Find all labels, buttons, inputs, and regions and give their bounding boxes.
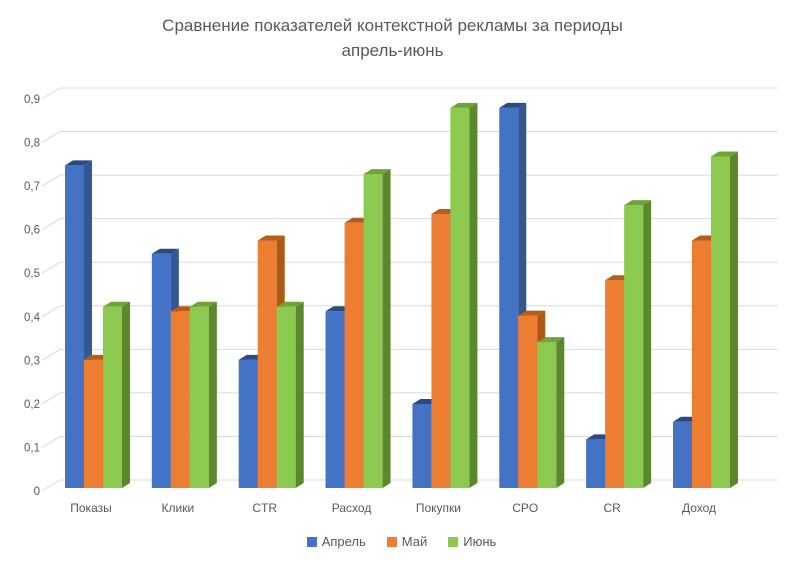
bar-face-top bbox=[710, 151, 738, 157]
gridline-depth-tick bbox=[41, 261, 61, 274]
legend-item-may[interactable]: Май bbox=[386, 534, 428, 549]
y-axis-tick-label: 0,2 bbox=[24, 399, 40, 411]
legend-swatch-june bbox=[448, 536, 459, 547]
gridline-depth-tick bbox=[41, 218, 61, 231]
bar-face-side bbox=[556, 337, 565, 488]
bar-face-top bbox=[151, 248, 179, 254]
bar-face-front bbox=[412, 404, 432, 488]
gridline-depth-tick bbox=[41, 436, 61, 448]
bar-face-front bbox=[605, 280, 625, 488]
gridline-depth-tick bbox=[41, 479, 61, 492]
gridline-depth-tick bbox=[41, 348, 61, 361]
bar-face-front bbox=[325, 311, 345, 488]
chart-title-line2: апрель-июнь bbox=[341, 41, 444, 60]
gridline-depth-tick bbox=[41, 305, 61, 318]
legend: Апрель Май Июнь bbox=[0, 534, 785, 549]
y-axis-tick-label: 0,9 bbox=[24, 94, 40, 106]
bar-face-front bbox=[499, 107, 519, 488]
bar-face-top bbox=[363, 169, 391, 175]
bar-face-top bbox=[103, 301, 130, 307]
x-axis-category-label: Покупки bbox=[416, 501, 461, 515]
bar-face-front bbox=[450, 107, 470, 488]
bar-face-front bbox=[189, 306, 209, 488]
bar-face-top bbox=[276, 301, 304, 307]
legend-label-june: Июнь bbox=[463, 534, 497, 549]
x-axis-category-label: Расход bbox=[332, 501, 372, 515]
bar[interactable] bbox=[276, 301, 304, 488]
x-axis-category-label: CR bbox=[603, 501, 621, 515]
bar-face-side bbox=[295, 301, 304, 488]
bar-face-top bbox=[257, 235, 285, 241]
y-axis-tick-label: 0,4 bbox=[24, 312, 41, 324]
bar-face-front bbox=[431, 213, 451, 488]
bar-face-front bbox=[537, 342, 557, 488]
bar-face-front bbox=[170, 311, 190, 488]
bar-face-top bbox=[65, 160, 92, 166]
bar-face-front bbox=[65, 165, 84, 488]
legend-swatch-may bbox=[386, 536, 397, 547]
bar-face-front bbox=[586, 439, 606, 488]
bar-face-top bbox=[450, 102, 478, 108]
bar-face-front bbox=[710, 156, 730, 488]
bar-face-top bbox=[537, 337, 565, 343]
bar[interactable] bbox=[450, 102, 478, 488]
bar-face-front bbox=[238, 359, 258, 488]
y-axis-tick-label: 0,6 bbox=[24, 225, 40, 237]
bar-face-top bbox=[189, 301, 217, 307]
legend-swatch-april bbox=[306, 536, 317, 547]
gridline-depth-tick bbox=[41, 174, 61, 187]
y-axis-tick-label: 0,1 bbox=[24, 442, 40, 454]
gridline-depth-tick bbox=[41, 392, 61, 405]
bar-face-top bbox=[518, 310, 546, 316]
legend-label-april: Апрель bbox=[321, 534, 366, 549]
bar[interactable] bbox=[103, 301, 130, 488]
bar-face-front bbox=[344, 222, 364, 489]
legend-item-april[interactable]: Апрель bbox=[306, 534, 366, 549]
bar[interactable] bbox=[189, 301, 217, 488]
x-axis-category-label: CPO bbox=[512, 501, 538, 515]
y-axis-tick-label: 0 bbox=[34, 486, 40, 498]
bar[interactable] bbox=[537, 337, 565, 488]
bar-face-side bbox=[643, 200, 652, 488]
chart-title-line1: Сравнение показателей контекстной реклам… bbox=[162, 16, 623, 35]
bar[interactable] bbox=[710, 151, 738, 489]
bar[interactable] bbox=[624, 200, 652, 488]
y-axis-tick-label: 0,8 bbox=[24, 138, 40, 150]
legend-label-may: Май bbox=[401, 534, 428, 549]
bar-face-front bbox=[151, 253, 171, 488]
gridline-depth-tick bbox=[41, 87, 61, 100]
x-axis-category-label: Доход bbox=[682, 501, 716, 515]
bar-face-front bbox=[103, 306, 122, 488]
x-axis-category-label: CTR bbox=[252, 501, 277, 515]
bar-face-side bbox=[469, 102, 478, 488]
bar-face-side bbox=[122, 301, 130, 488]
bar-face-front bbox=[276, 306, 296, 488]
bar-face-front bbox=[363, 174, 383, 488]
bar-face-side bbox=[729, 151, 738, 488]
y-axis-tick-label: 0,5 bbox=[24, 268, 40, 280]
bar-face-side bbox=[208, 301, 217, 488]
bar-face-front bbox=[691, 240, 711, 488]
gridline-depth-tick bbox=[41, 131, 61, 143]
bar-face-front bbox=[624, 205, 644, 488]
legend-item-june[interactable]: Июнь bbox=[448, 534, 496, 549]
bar-face-top bbox=[499, 102, 527, 108]
x-axis-category-label: Клики bbox=[162, 501, 195, 515]
bar-face-front bbox=[257, 240, 277, 488]
bar-face-side bbox=[382, 169, 391, 488]
bar-face-front bbox=[84, 359, 103, 488]
bar-face-top bbox=[624, 200, 652, 206]
chart-title: Сравнение показателей контекстной реклам… bbox=[0, 13, 785, 63]
y-axis-tick-label: 0,7 bbox=[24, 181, 40, 193]
bar-face-front bbox=[672, 421, 692, 488]
bar[interactable] bbox=[363, 169, 391, 488]
y-axis-tick-label: 0,3 bbox=[24, 355, 40, 367]
bar-face-front bbox=[518, 315, 538, 488]
x-axis-category-label: Показы bbox=[70, 501, 111, 515]
